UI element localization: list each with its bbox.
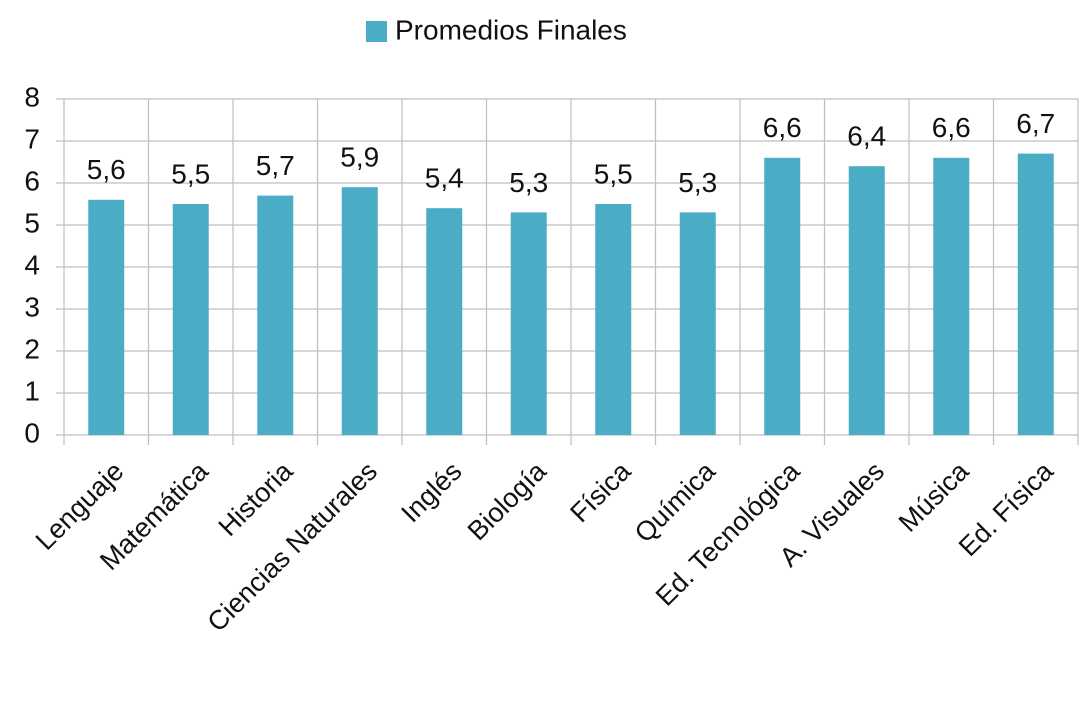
y-tick-label: 6 (24, 165, 40, 196)
bar (172, 204, 209, 435)
data-label: 6,7 (1016, 108, 1055, 139)
data-label: 5,3 (509, 167, 548, 198)
data-label: 5,7 (256, 150, 295, 181)
data-label: 5,4 (425, 163, 464, 194)
y-tick-label: 3 (24, 291, 40, 322)
bar (848, 166, 885, 435)
y-tick-label: 8 (24, 81, 40, 112)
y-tick-label: 7 (24, 123, 40, 154)
bar (679, 212, 716, 435)
data-label: 6,4 (847, 121, 886, 152)
data-label: 5,5 (594, 158, 633, 189)
data-label: 5,6 (87, 154, 126, 185)
bar (426, 208, 463, 435)
data-label: 5,3 (678, 167, 717, 198)
data-label: 6,6 (763, 112, 802, 143)
y-tick-label: 0 (24, 417, 40, 448)
x-tick-label: Biología (462, 455, 553, 546)
bar (341, 187, 378, 435)
bar (764, 157, 801, 436)
bar (257, 195, 294, 435)
x-tick-label: Ed. Física (953, 455, 1060, 562)
data-label: 5,9 (340, 142, 379, 173)
y-tick-label: 5 (24, 207, 40, 238)
data-label: 5,5 (171, 158, 210, 189)
bar (88, 199, 125, 435)
bar (595, 204, 632, 435)
y-tick-label: 2 (24, 333, 40, 364)
x-tick-label: Historia (213, 455, 300, 542)
x-tick-label: Física (564, 455, 637, 528)
x-tick-label: Ed. Tecnológica (650, 455, 806, 611)
x-tick-label: Inglés (395, 456, 467, 528)
x-tick-label: Música (893, 455, 975, 537)
data-label: 6,6 (932, 112, 971, 143)
bar (933, 157, 970, 436)
legend-swatch (366, 21, 387, 42)
y-tick-label: 1 (24, 375, 40, 406)
bar (510, 212, 547, 435)
y-tick-label: 4 (24, 249, 40, 280)
bar (1017, 153, 1054, 435)
legend-label: Promedios Finales (395, 14, 627, 45)
